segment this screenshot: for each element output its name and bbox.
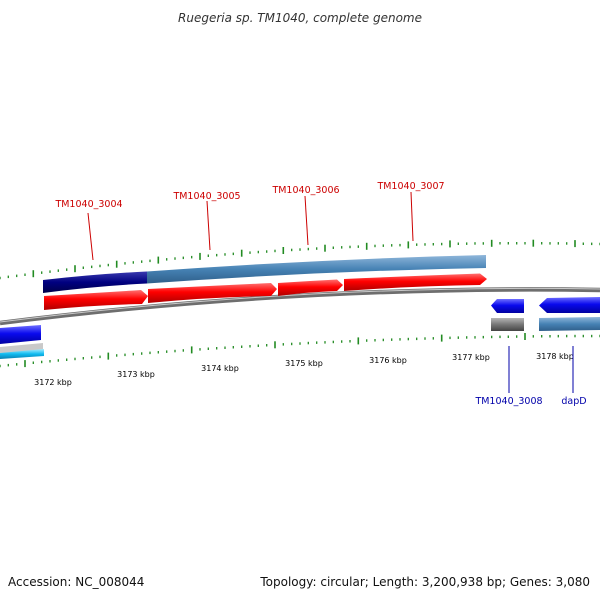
forward-gene-labels: TM1040_3004 TM1040_3005 TM1040_3006 TM10… [54,181,445,261]
reverse-gene-labels: TM1040_3008 dapD [474,346,587,407]
scale-labels: 3172 kbp 3173 kbp 3174 kbp 3175 kbp 3176… [34,352,574,387]
gene-label-tm1040-3005[interactable]: TM1040_3005 [172,191,240,202]
label-leader-line [87,212,94,261]
label-leader-line [304,195,309,246]
forward-cds-arrow-tm1040-3004 [44,290,148,310]
gene-bar-left-cyan [0,349,44,359]
gene-bar-highlight [43,271,147,293]
kbp-label: 3175 kbp [285,359,323,368]
kbp-label: 3178 kbp [536,352,574,361]
forward-cds-arrow-tm1040-3006 [278,279,343,296]
gene-label-tm1040-3004[interactable]: TM1040_3004 [54,199,122,210]
reverse-cds-arrow-tm1040-3008 [491,299,524,313]
genome-backbone-highlight [0,287,600,323]
kbp-label: 3173 kbp [117,370,155,379]
kbp-label: 3172 kbp [34,378,72,387]
reverse-gene-bar-dapd [539,317,600,331]
label-leader-line [410,191,414,242]
scale-ticks-lower [0,333,600,368]
gene-label-dapd[interactable]: dapD [561,396,586,407]
forward-cds-arrow-tm1040-3007 [344,273,487,291]
label-leader-line [206,200,211,251]
kbp-label: 3177 kbp [452,353,490,362]
gene-label-tm1040-3008[interactable]: TM1040_3008 [474,396,542,407]
reverse-cds-arrow-left [0,325,41,344]
gene-label-tm1040-3006[interactable]: TM1040_3006 [271,185,339,196]
reverse-cds-arrow-dapd [539,297,600,313]
gene-label-tm1040-3007[interactable]: TM1040_3007 [376,181,444,192]
kbp-label: 3176 kbp [369,356,407,365]
kbp-label: 3174 kbp [201,364,239,373]
accession-text: Accession: NC_008044 [8,575,144,589]
scale-ticks-upper [0,239,600,280]
genome-summary-text: Topology: circular; Length: 3,200,938 bp… [259,575,590,589]
forward-cds-arrow-tm1040-3005 [148,283,277,303]
map-title: Ruegeria sp. TM1040, complete genome [178,11,422,25]
forward-gene-bar [147,255,486,284]
genome-backbone [0,287,600,326]
reverse-gene-bar-tm1040-3008 [491,318,524,331]
